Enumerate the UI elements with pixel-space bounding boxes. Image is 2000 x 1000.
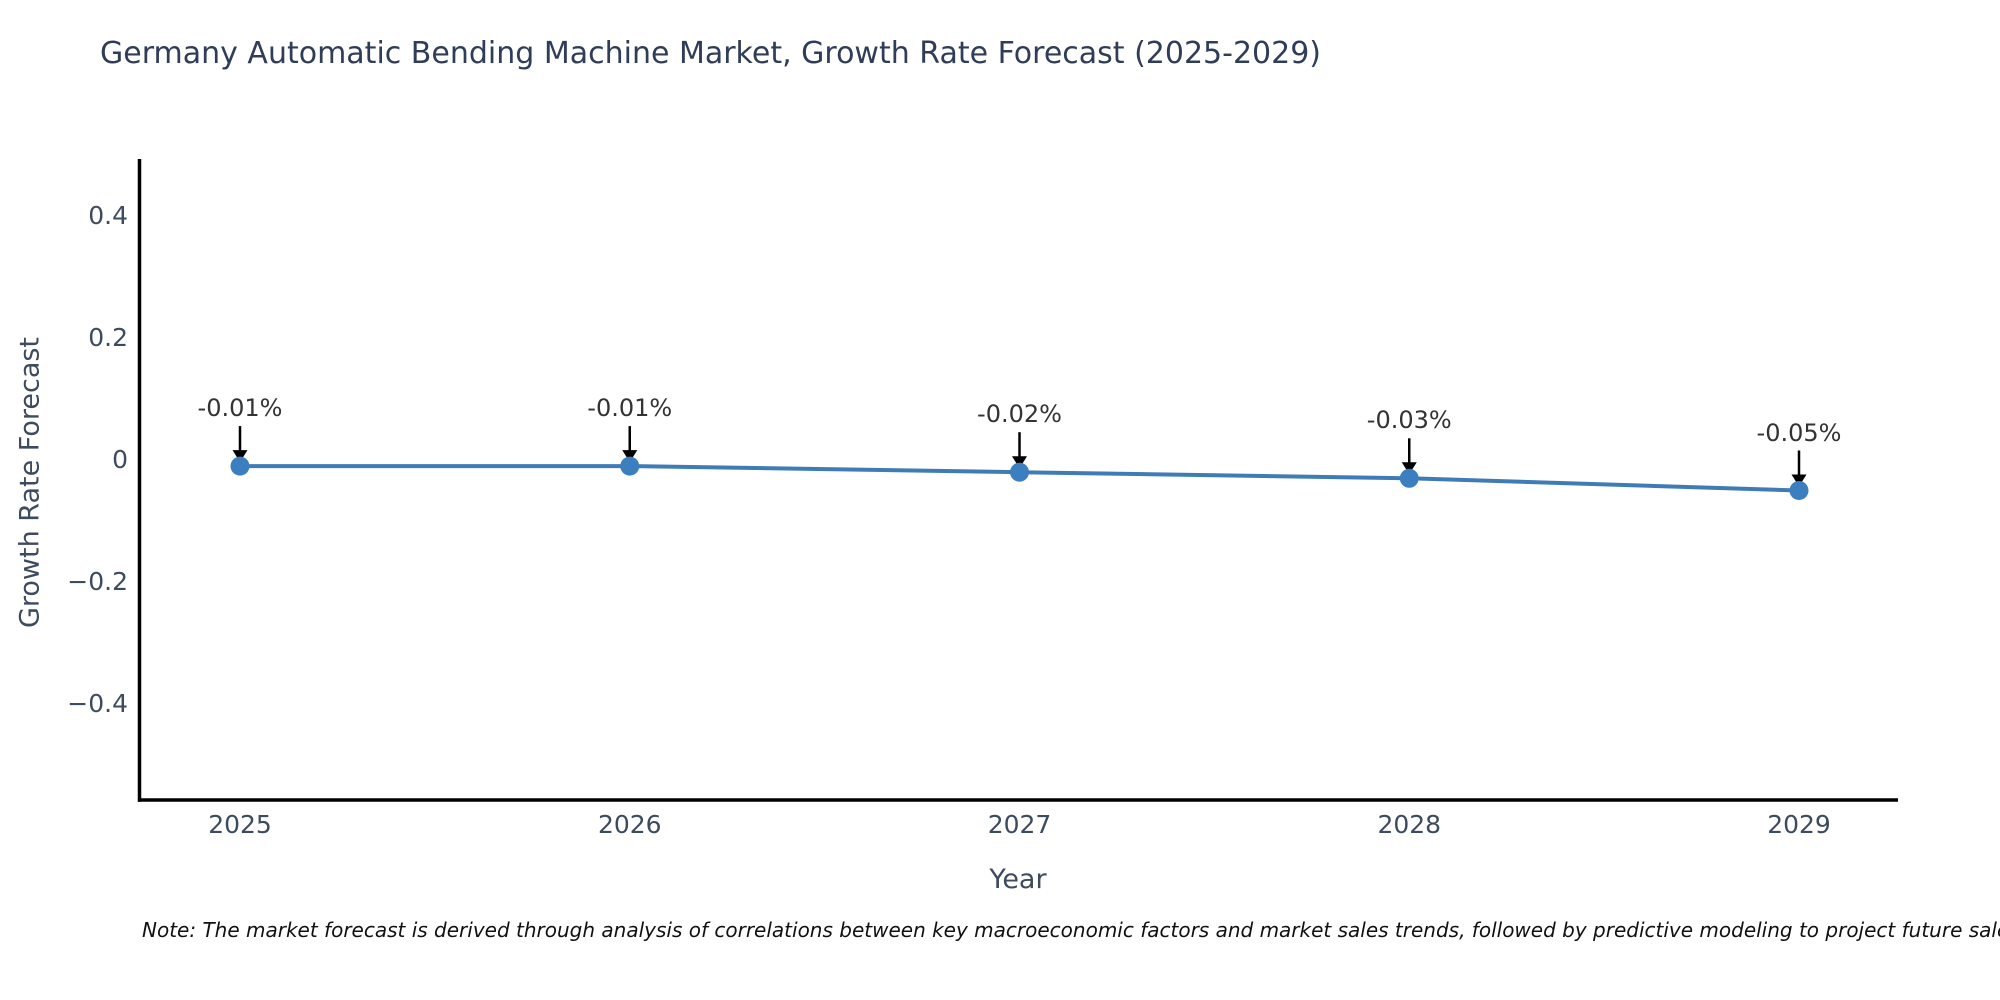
annotation-label: -0.05%: [1756, 418, 1842, 447]
annotation-label: -0.02%: [977, 400, 1062, 429]
data-point-marker: [230, 456, 250, 476]
x-tick-label: 2029: [1767, 810, 1831, 839]
annotation-label: -0.03%: [1366, 406, 1452, 435]
arrow-down-icon: [1791, 474, 1807, 487]
x-axis-label: Year: [989, 864, 1047, 895]
x-tick-label: 2027: [987, 810, 1052, 839]
y-tick-label: 0: [112, 445, 128, 474]
y-tick-label: −0.4: [67, 689, 128, 718]
chart-title: Germany Automatic Bending Machine Market…: [100, 36, 1322, 71]
y-tick-label: −0.2: [67, 567, 128, 596]
arrow-down-icon: [232, 450, 248, 463]
data-point-marker: [1399, 468, 1419, 488]
x-tick-label: 2028: [1377, 810, 1442, 839]
y-tick-label: 0.4: [88, 201, 128, 230]
annotation-label: -0.01%: [197, 394, 283, 423]
data-point-marker: [1789, 481, 1809, 500]
arrow-down-icon: [1012, 456, 1027, 469]
arrow-down-icon: [1401, 462, 1417, 475]
data-point-marker: [620, 456, 640, 476]
y-tick-label: 0.2: [88, 323, 128, 352]
footnote: Note: The market forecast is derived thr…: [142, 918, 2000, 942]
arrow-down-icon: [622, 450, 638, 463]
data-point-marker: [1010, 462, 1029, 482]
x-tick-label: 2025: [208, 810, 272, 839]
annotation-label: -0.01%: [587, 394, 673, 423]
x-tick-label: 2026: [597, 810, 662, 839]
